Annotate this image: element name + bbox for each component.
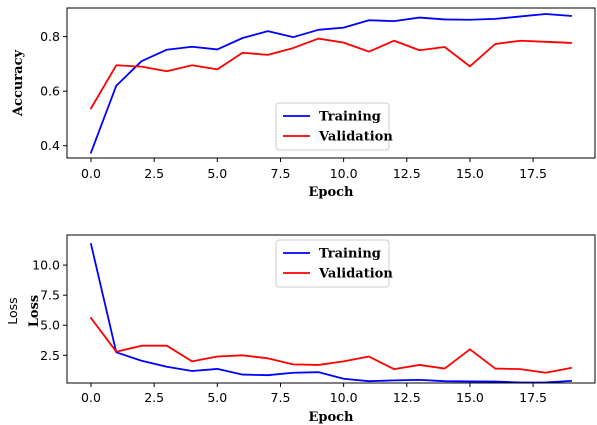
- loss-y-tick-label: 5.0: [40, 318, 60, 333]
- loss-y-tick-label: 2.5: [40, 348, 60, 363]
- loss-y-axis-label: Loss: [5, 297, 20, 324]
- accuracy-x-tick-label: 7.5: [271, 166, 291, 181]
- loss-x-tick-label: 7.5: [271, 390, 291, 405]
- accuracy-x-tick-label: 17.5: [519, 166, 547, 181]
- accuracy-legend-box: [275, 102, 390, 151]
- accuracy-y-tick-label: 0.4: [40, 138, 60, 153]
- accuracy-x-tick-label: 12.5: [393, 166, 421, 181]
- loss-x-tick-label: 10.0: [330, 390, 358, 405]
- loss-legend-box: [275, 239, 390, 288]
- loss-x-tick-label: 12.5: [393, 390, 421, 405]
- accuracy-y-tick-label: 0.6: [40, 84, 60, 99]
- accuracy-x-tick-label: 0.0: [81, 166, 101, 181]
- accuracy-x-axis-label: Epoch: [308, 185, 354, 200]
- accuracy-x-tick-label: 15.0: [456, 166, 484, 181]
- loss-series-validation-line: [89, 316, 573, 374]
- accuracy-x-tick-label: 2.5: [144, 166, 164, 181]
- accuracy-axes-frame: [66, 7, 596, 159]
- accuracy-legend-training-label: Training: [319, 110, 381, 125]
- loss-y-tick-label: 7.5: [40, 288, 60, 303]
- accuracy-series-training-line: [89, 13, 572, 154]
- loss-legend-validation-label: Validation: [318, 267, 393, 282]
- loss-y-tick-label: 10.0: [32, 258, 60, 273]
- accuracy-x-tick-label: 5.0: [207, 166, 227, 181]
- loss-x-tick-label: 15.0: [456, 390, 484, 405]
- accuracy-legend-validation-label: Validation: [318, 130, 393, 145]
- loss-x-tick-label: 0.0: [81, 390, 101, 405]
- loss-x-tick-label: 2.5: [144, 390, 164, 405]
- accuracy-y-tick-label: 0.8: [40, 29, 60, 44]
- loss-series-training-line: [89, 242, 572, 384]
- loss-y-axis-label-overlay: Loss: [27, 295, 42, 327]
- accuracy-y-axis-label: Accuracy: [11, 50, 26, 118]
- accuracy-x-tick-label: 10.0: [330, 166, 358, 181]
- loss-x-axis-label: Epoch: [308, 410, 354, 425]
- accuracy-series-validation-line: [89, 37, 572, 110]
- loss-x-tick-label: 17.5: [519, 390, 547, 405]
- loss-x-tick-label: 5.0: [207, 390, 227, 405]
- loss-legend-training-label: Training: [319, 247, 381, 262]
- loss-axes-frame: [66, 234, 596, 384]
